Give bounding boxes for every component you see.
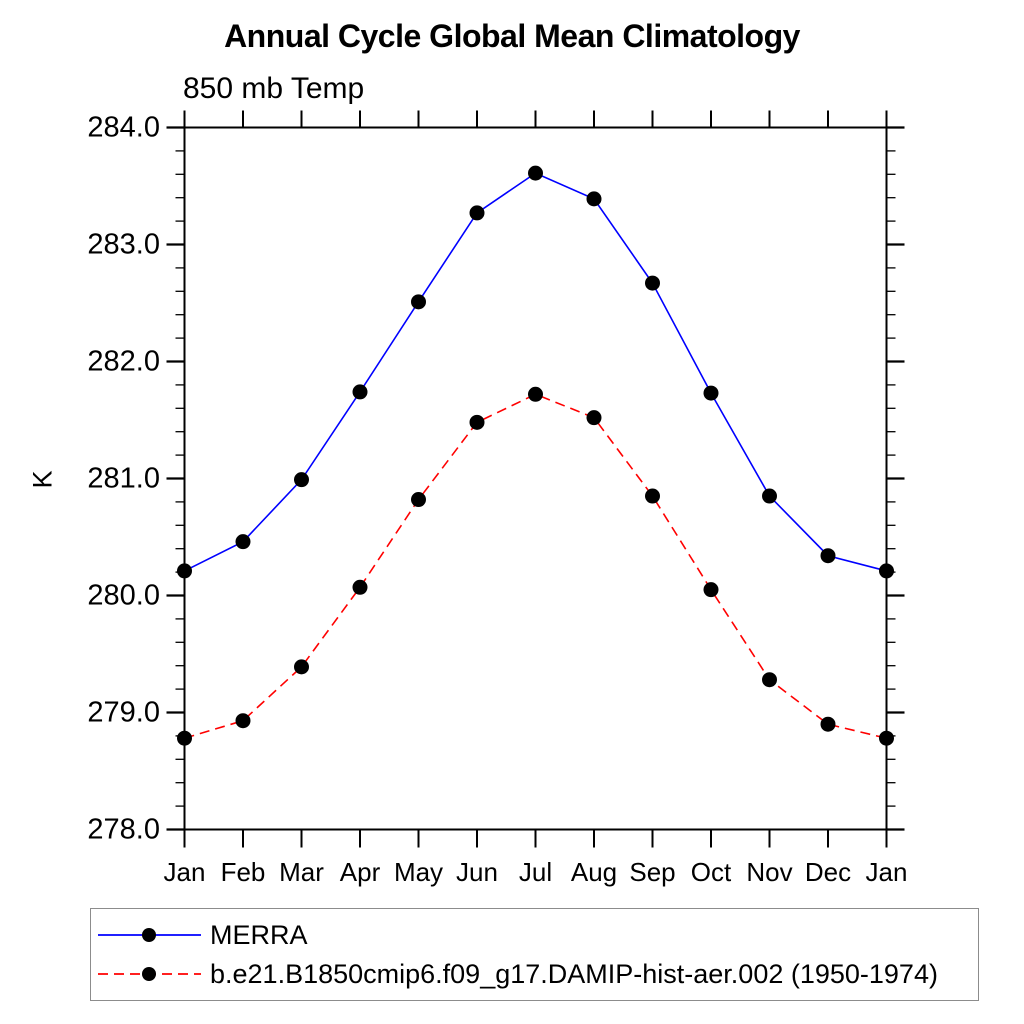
y-tick-label: 281.0 <box>87 463 160 495</box>
x-tick-label: Nov <box>746 857 792 887</box>
x-tick-label: May <box>394 857 443 887</box>
data-point-marker <box>879 563 894 579</box>
data-point-marker <box>820 716 836 732</box>
data-point-marker <box>352 384 368 400</box>
series-line-1 <box>184 393 887 740</box>
x-tick-label: Feb <box>221 857 266 887</box>
data-point-marker <box>528 386 543 402</box>
axis-frame <box>183 126 888 831</box>
legend-item-1: b.e21.B1850cmip6.f09_g17.DAMIP-hist-aer.… <box>95 959 978 989</box>
data-point-marker <box>703 385 719 401</box>
data-point-marker <box>820 548 836 564</box>
legend-box: MERRA b.e21.B1850cmip6.f09_g17.DAMIP-hist… <box>90 908 979 1001</box>
series-line-0 <box>184 172 887 572</box>
x-tick-label: Sep <box>629 857 675 887</box>
legend-marker-dot <box>142 928 156 942</box>
x-tick-label: Aug <box>571 857 617 887</box>
y-tick-label: 284.0 <box>87 112 160 144</box>
y-tick-label: 282.0 <box>87 346 160 378</box>
data-point-marker <box>703 582 719 598</box>
legend-solid-line-icon <box>98 928 201 942</box>
x-tick-label: Jul <box>519 857 552 887</box>
data-point-marker <box>528 165 543 181</box>
data-point-marker <box>762 488 777 504</box>
y-tick-label: 279.0 <box>87 697 160 729</box>
data-point-marker <box>352 579 368 595</box>
data-point-marker <box>177 563 192 579</box>
legend-label: MERRA <box>210 919 308 950</box>
data-point-marker <box>469 205 485 221</box>
data-point-marker <box>469 414 485 430</box>
x-tick-label: Mar <box>279 857 324 887</box>
data-point-marker <box>645 275 660 291</box>
data-point-marker <box>586 191 602 207</box>
x-tick-label: Apr <box>340 857 381 887</box>
legend-item-0: MERRA <box>95 920 978 950</box>
x-tick-label: Dec <box>805 857 851 887</box>
legend-marker-dot <box>142 967 156 981</box>
y-tick-label: 280.0 <box>87 580 160 612</box>
data-point-marker <box>235 534 251 550</box>
legend-dashed-line-icon <box>98 967 201 981</box>
data-point-marker <box>177 730 192 746</box>
y-tick-label: 278.0 <box>87 814 160 846</box>
data-point-marker <box>294 659 309 675</box>
data-point-marker <box>762 672 777 688</box>
data-point-marker <box>235 713 251 729</box>
x-tick-label: Jun <box>456 857 498 887</box>
chart-title: Annual Cycle Global Mean Climatology <box>224 18 800 54</box>
chart-subtitle: 850 mb Temp <box>183 72 365 105</box>
data-point-marker <box>645 488 660 504</box>
data-point-marker <box>879 730 894 746</box>
data-point-marker <box>411 294 426 310</box>
legend-label: b.e21.B1850cmip6.f09_g17.DAMIP-hist-aer.… <box>210 958 938 989</box>
y-tick-label: 283.0 <box>87 229 160 261</box>
x-tick-label: Oct <box>691 857 732 887</box>
data-point-marker <box>294 472 309 488</box>
x-tick-label: Jan <box>866 857 908 887</box>
data-point-marker <box>411 492 426 508</box>
data-point-marker <box>586 410 602 426</box>
x-tick-label: Jan <box>164 857 206 887</box>
